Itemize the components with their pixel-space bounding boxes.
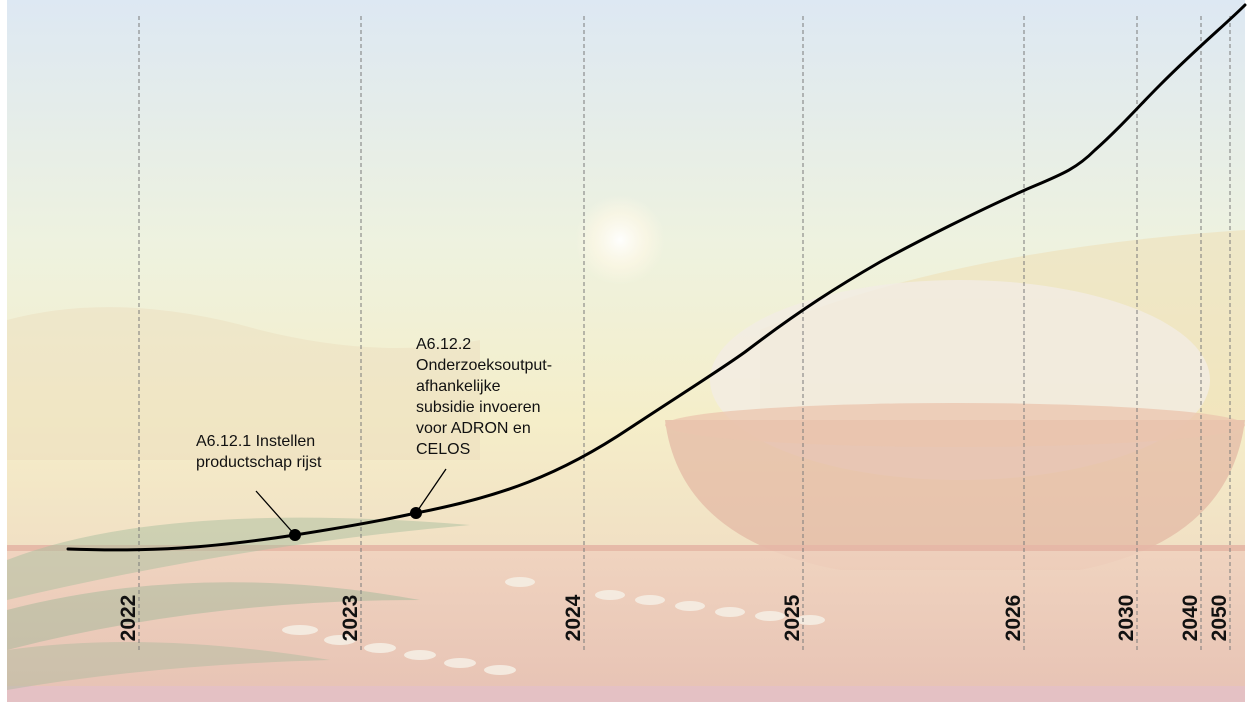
year-label-2024: 2024: [562, 594, 585, 641]
year-labels: 2022 2023 2024 2025 2026 2030 2040 2050: [117, 594, 1231, 641]
year-label-2040: 2040: [1179, 595, 1202, 642]
year-label-2023: 2023: [339, 595, 362, 642]
milestones: A6.12.1 Instellen productschap rijstA6.12…: [196, 336, 552, 541]
milestone-label-line: productschap rijst: [196, 454, 322, 471]
year-gridlines: [139, 16, 1230, 652]
milestone-A6.12.2: A6.12.2 Onderzoeksoutput-afhankelijke subs…: [410, 336, 552, 519]
milestone-label-line: CELOS: [416, 441, 470, 458]
milestone-dot: [289, 529, 301, 541]
year-label-2025: 2025: [781, 594, 804, 641]
milestone-dot: [410, 507, 422, 519]
milestone-label-line: subsidie invoeren: [416, 399, 541, 416]
year-label-2026: 2026: [1002, 595, 1025, 642]
year-label-2030: 2030: [1115, 595, 1138, 642]
milestone-label-line: voor ADRON en: [416, 420, 531, 437]
milestone-label: A6.12.1 Instellen productschap rijst: [196, 433, 322, 471]
milestone-label: A6.12.2 Onderzoeksoutput-afhankelijke subs…: [416, 336, 552, 458]
milestone-leader-line: [256, 491, 295, 535]
milestone-label-line: Onderzoeksoutput-: [416, 357, 552, 374]
year-label-2050: 2050: [1208, 595, 1231, 642]
milestone-A6.12.1: A6.12.1 Instellen productschap rijst: [196, 433, 322, 541]
milestone-label-line: A6.12.2: [416, 336, 471, 353]
milestone-label-line: A6.12.1 Instellen: [196, 433, 315, 450]
milestone-label-line: afhankelijke: [416, 378, 501, 395]
year-label-2022: 2022: [117, 595, 140, 642]
